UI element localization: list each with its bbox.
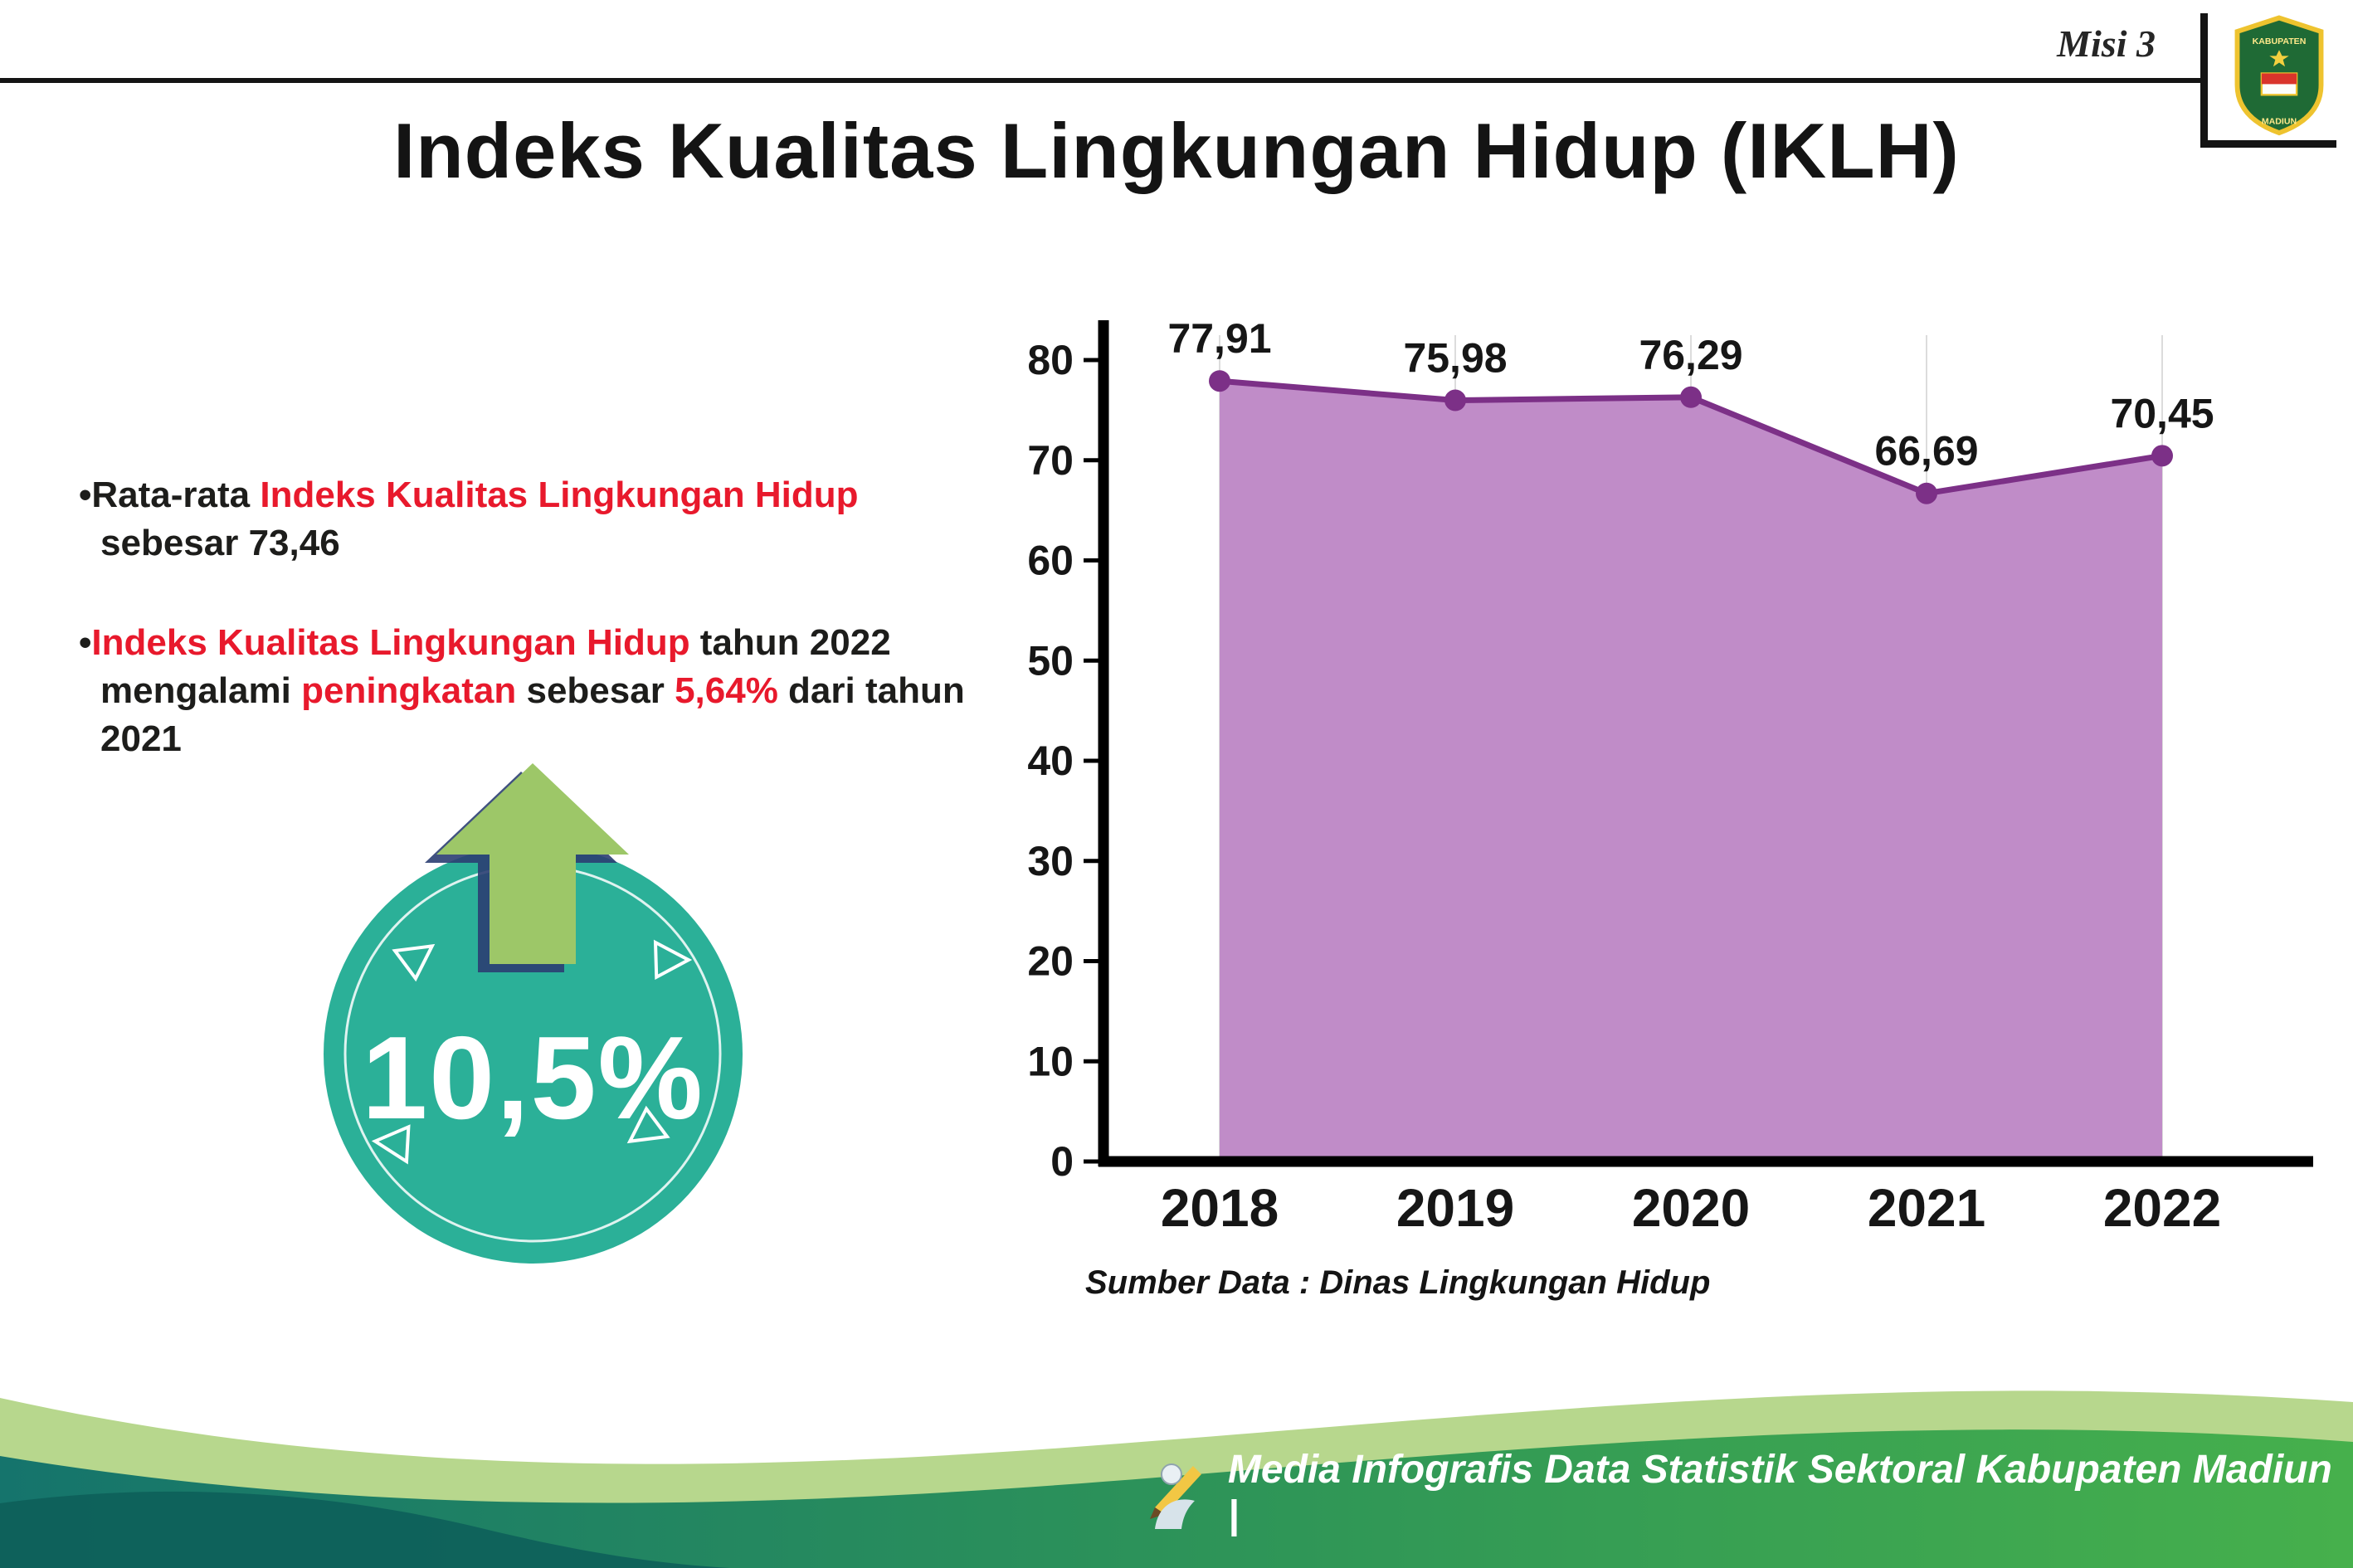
chart-y-tick-label: 30 xyxy=(1027,838,1074,884)
chart-point xyxy=(1209,370,1230,392)
logo-text-madiun: MADIUN xyxy=(2262,117,2297,127)
badge-percentage-value: 10,5% xyxy=(362,1011,704,1144)
chart-x-axis-label: 2020 xyxy=(1632,1178,1750,1238)
chart-value-label: 66,69 xyxy=(1874,428,1978,475)
kabupaten-madiun-logo: KABUPATEN MADIUN xyxy=(2234,15,2324,136)
chart-point xyxy=(1680,386,1702,408)
text-segment-dark: sebesar xyxy=(516,670,675,712)
text-segment-red: peningkatan xyxy=(301,670,517,712)
top-divider-line xyxy=(0,78,2200,83)
increase-arrow-icon xyxy=(425,763,629,972)
footer-credit: Media Infografis Data Statistik Sektoral… xyxy=(1147,1447,2353,1538)
iklh-area-chart: 77,91 75,98 76,29 66,69 70,45 0 10 20 30 40 50 60 70… xyxy=(1027,315,2313,1238)
chart-x-axis-label: 2019 xyxy=(1396,1178,1514,1238)
bullet-marker: • xyxy=(79,622,92,664)
text-segment-red: Indeks Kualitas Lingkungan Hidup xyxy=(260,475,859,515)
triangle-ornament-icon xyxy=(392,943,436,982)
chart-y-tick-label: 80 xyxy=(1027,337,1074,383)
chart-point xyxy=(1444,389,1466,411)
triangle-ornament-icon xyxy=(653,939,693,981)
chart-value-label: 70,45 xyxy=(2110,390,2214,436)
text-segment-dark: sebesar 73,46 xyxy=(100,523,340,564)
chart-point xyxy=(1916,482,1937,504)
text-segment-red: 5,64% xyxy=(675,670,778,712)
logo-frame: KABUPATEN MADIUN xyxy=(2200,13,2336,148)
bullet-marker: • xyxy=(79,475,92,515)
data-source-caption: Sumber Data : Dinas Lingkungan Hidup xyxy=(1085,1264,1711,1301)
logo-text-kabupaten: KABUPATEN xyxy=(2253,37,2307,46)
chart-y-tick-label: 60 xyxy=(1027,538,1074,584)
chart-y-tick-label: 50 xyxy=(1027,637,1074,684)
chart-x-axis-label: 2018 xyxy=(1161,1178,1279,1238)
misi-label: Misi 3 xyxy=(2057,22,2156,65)
text-segment-red: Indeks Kualitas Lingkungan Hidup xyxy=(91,622,690,664)
bullet-item-1: •Rata-rata Indeks Kualitas Lingkungan Hi… xyxy=(79,471,967,567)
bullet-1-text: Rata-rata Indeks Kualitas Lingkungan Hid… xyxy=(91,475,858,563)
chart-y-tick-label: 20 xyxy=(1027,938,1074,985)
chart-area xyxy=(1220,381,2162,1161)
page-title: Indeks Kualitas Lingkungan Hidup (IKLH) xyxy=(393,107,1960,194)
chart-value-label: 76,29 xyxy=(1639,332,1742,378)
logo-star-icon xyxy=(2269,50,2289,67)
footer-credit-text: Media Infografis Data Statistik Sektoral… xyxy=(1227,1448,2332,1537)
chart-value-label: 75,98 xyxy=(1403,335,1507,382)
chart-x-axis-label: 2021 xyxy=(1868,1178,1985,1238)
chart-y-tick-label: 70 xyxy=(1027,437,1074,484)
triangle-ornament-icon xyxy=(371,1124,411,1165)
chart-value-label: 77,91 xyxy=(1167,315,1271,362)
chart-point xyxy=(2151,445,2173,467)
bullet-item-2: •Indeks Kualitas Lingkungan Hidup tahun … xyxy=(79,619,967,763)
bullet-list: •Rata-rata Indeks Kualitas Lingkungan Hi… xyxy=(79,471,967,763)
chart-y-tick-label: 0 xyxy=(1050,1138,1074,1185)
text-segment-dark: Rata-rata xyxy=(91,475,261,515)
chart-x-axis-label: 2022 xyxy=(2103,1178,2221,1238)
media-infografis-icon xyxy=(1149,1463,1201,1529)
text-segment-dark: dari tahun 2021 xyxy=(100,670,965,760)
triangle-ornament-icon xyxy=(626,1105,670,1144)
text-segment-dark: tahun 2022 mengalami xyxy=(100,622,891,712)
chart-y-tick-label: 10 xyxy=(1027,1038,1074,1084)
chart-y-tick-label: 40 xyxy=(1027,738,1074,784)
bullet-2-text: Indeks Kualitas Lingkungan Hidup tahun 2… xyxy=(91,622,964,759)
